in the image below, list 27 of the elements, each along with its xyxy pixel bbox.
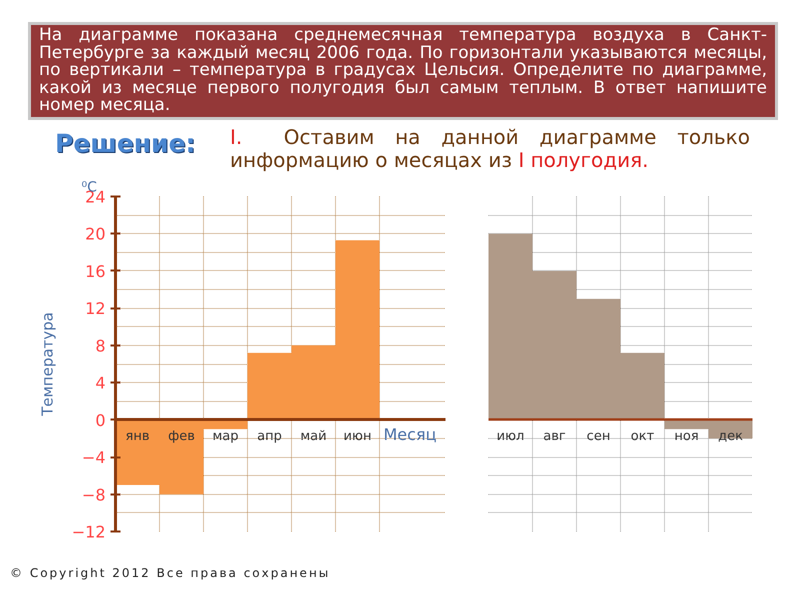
x-tick-label: мар	[212, 428, 239, 444]
x-tick-label: янв	[126, 428, 150, 444]
text: Решение:	[55, 128, 196, 160]
x-axis-title: Месяц	[384, 424, 437, 444]
text: I полугодия.	[518, 148, 648, 172]
chart-title: На диаграмме показана среднемесячная температура воздуха в Санкт-Петербурге за каждый месяц 2006 года. По горизонтали указываются месяцы, по вертикали – температура в градусах Цельсия. Определите по диаграмме, какой из месяце первого полугодия был самым теплым. В ответ напишите номер месяца.	[39, 25, 767, 116]
y-tick-label: 0	[95, 410, 106, 430]
x-tick-label: май	[300, 428, 327, 444]
y-tick-label: 8	[95, 336, 106, 356]
y-tick-label: 20	[85, 224, 106, 244]
x-tick-label: авг	[543, 428, 566, 444]
y-axis-title: Температура	[38, 312, 57, 417]
y-tick-label: −8	[82, 485, 106, 504]
x-tick-label: июл	[496, 428, 524, 444]
text: © Copyright 2012 Все права сохранены	[10, 565, 330, 582]
y-tick-label: 4	[95, 374, 106, 393]
x-tick-label: сен	[586, 428, 610, 444]
y-tick-label: 16	[85, 262, 106, 281]
x-tick-label: фев	[168, 428, 195, 444]
x-tick-label: апр	[257, 428, 282, 444]
x-tick-label: окт	[630, 428, 655, 444]
text: I.	[230, 125, 242, 149]
x-tick-label: ноя	[674, 428, 699, 444]
y-tick-label: −12	[72, 522, 106, 542]
y-tick-label: 12	[85, 299, 106, 318]
x-tick-label: июн	[344, 428, 372, 444]
y-tick-label: −4	[82, 448, 106, 468]
